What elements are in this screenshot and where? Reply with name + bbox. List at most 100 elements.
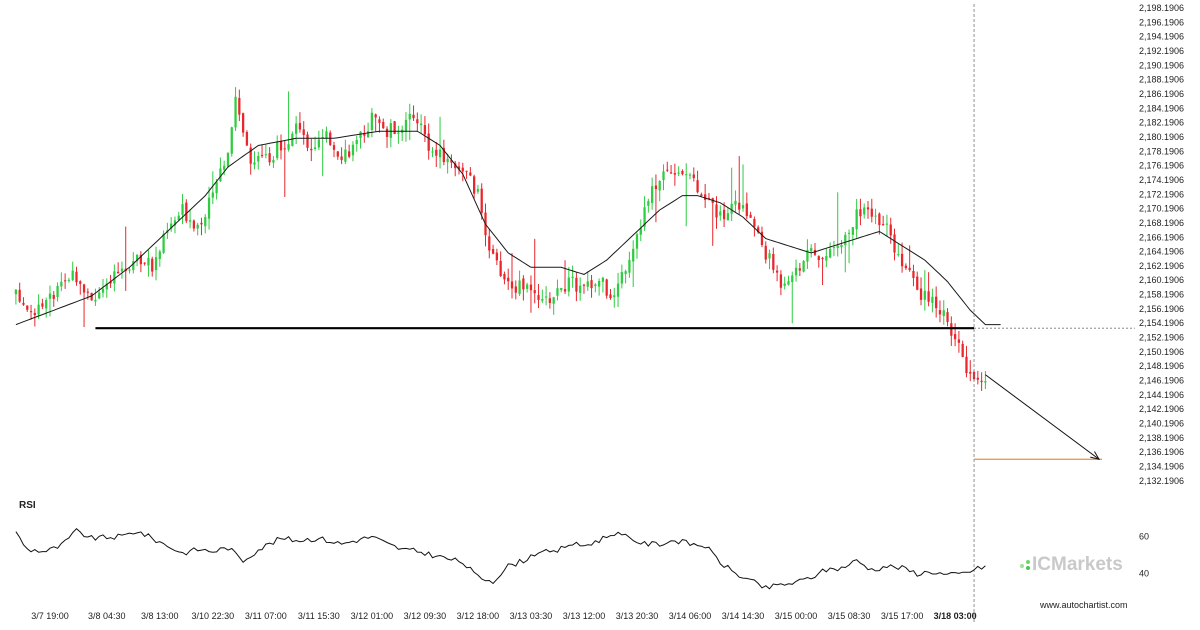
candle-body [298,123,302,130]
candle-body [181,204,184,215]
candle-body [268,153,271,163]
candle-body [594,284,597,287]
candle-body [560,288,563,291]
price-tick-label: 2,188.1906 [1139,75,1184,85]
candle-body [491,249,495,254]
candle-body [230,127,233,154]
time-tick-label: 3/8 13:00 [141,611,179,621]
candle-body [446,158,449,163]
candle-body [79,281,82,284]
candle-body [253,162,256,165]
candle-body [249,147,252,164]
candle-body [616,283,620,297]
candle-body [749,214,752,218]
candle-body [696,180,699,193]
candle-body [98,292,101,299]
candle-body [624,271,627,274]
candle-body [192,220,196,229]
candle-body [779,274,783,288]
price-tick-label: 2,176.1906 [1139,161,1184,171]
candle-body [897,254,900,256]
candle-body [211,192,214,198]
candle-body [355,139,358,144]
candle-body [363,133,366,136]
candle-body [870,208,873,217]
price-tick-label: 2,150.1906 [1139,347,1184,357]
candle-body [806,250,809,262]
price-tick-label: 2,170.1906 [1139,204,1184,214]
candle-body [279,141,283,151]
candle-body [71,270,74,280]
candle-body [397,132,400,134]
candle-body [177,215,180,221]
time-tick-label: 3/14 14:30 [722,611,765,621]
candle-body [101,288,105,293]
candle-body [207,197,211,219]
price-tick-label: 2,152.1906 [1139,333,1184,343]
candle-body [942,310,945,317]
price-tick-label: 2,196.1906 [1139,17,1184,27]
candle-body [787,281,790,285]
candle-body [476,189,480,192]
time-tick-label: 3/10 22:30 [192,611,235,621]
candle-body [507,277,510,282]
candle-body [128,269,131,271]
candle-body [734,200,737,205]
candle-body [851,227,854,235]
candle-body [912,270,915,278]
candle-body [529,284,533,291]
candle-body [90,292,93,301]
time-tick-label: 3/13 12:00 [563,611,606,621]
candle-body [158,251,161,260]
rsi-tick-label: 60 [1139,532,1149,542]
candle-body [416,119,419,124]
price-tick-label: 2,174.1906 [1139,175,1184,185]
candle-body [374,114,377,118]
candle-body [344,149,347,162]
candle-body [927,291,930,302]
candle-body [332,145,336,150]
candle-body [29,311,33,313]
candle-body [582,284,586,286]
candle-body [204,217,207,227]
candle-body [533,290,536,294]
candle-body [503,273,506,280]
time-tick-label: 3/12 01:00 [351,611,394,621]
rsi-line [15,528,986,590]
candle-body [597,280,601,287]
price-tick-label: 2,184.1906 [1139,103,1184,113]
price-tick-label: 2,134.1906 [1139,462,1184,472]
candle-body [950,323,953,336]
candle-body [219,168,222,182]
candle-body [465,170,468,172]
candle-body [844,234,847,246]
candle-body [620,272,623,284]
candle-body [654,185,658,190]
candle-body [791,275,794,283]
candle-body [768,253,771,259]
candle-body [836,245,839,248]
candle-body [438,149,442,158]
forecast-arrowhead [1090,451,1101,461]
candle-body [151,258,154,272]
candle-body [147,257,150,266]
candle-body [613,295,616,298]
candle-body [200,222,203,225]
candle-body [412,114,415,119]
price-tick-label: 2,172.1906 [1139,189,1184,199]
time-tick-label: 3/12 09:30 [404,611,447,621]
candle-body [953,334,957,340]
candle-body [385,128,389,138]
candle-body [431,151,434,153]
candle-body [935,296,938,309]
candle-body [48,293,52,299]
candle-body [264,154,267,156]
price-tick-label: 2,168.1906 [1139,218,1184,228]
candle-body [188,220,192,222]
candle-body [783,283,786,286]
candle-body [931,296,934,303]
candle-body [22,302,25,305]
candle-body [454,163,457,169]
candle-body [984,381,987,383]
icmarkets-logo: ICMarkets [1020,554,1123,575]
